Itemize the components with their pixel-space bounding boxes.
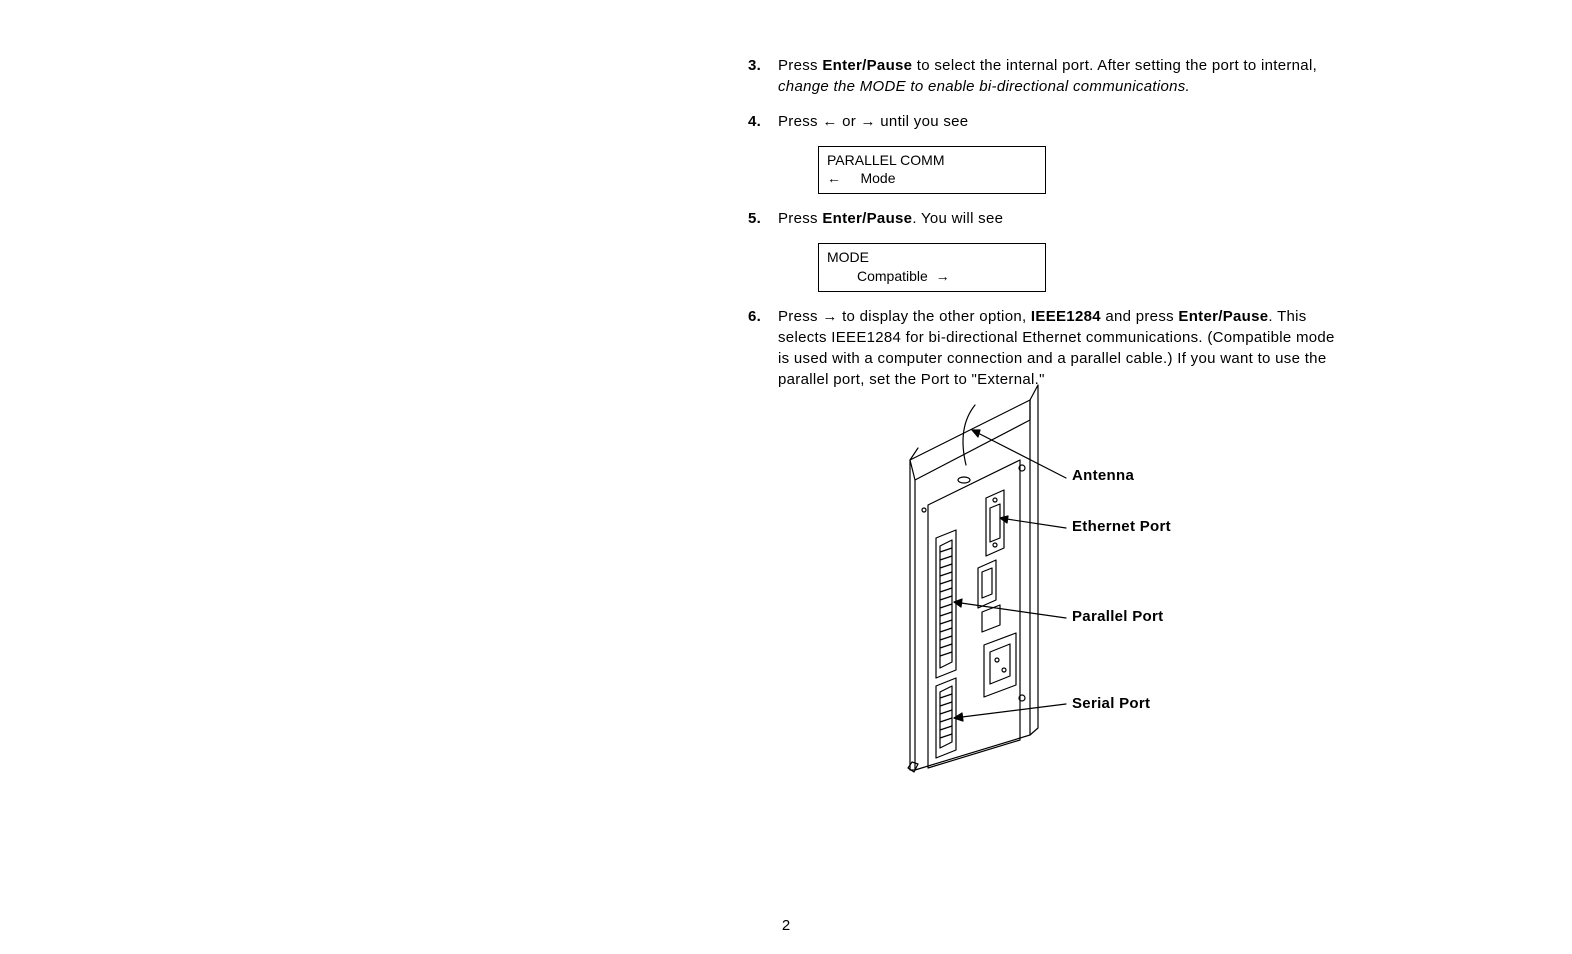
lcd-display-mode: MODE Compatible → [818,243,1046,291]
lcd-display-parallel: PARALLEL COMM ← Mode [818,146,1046,194]
page-number: 2 [0,917,1572,934]
lcd-line2: Compatible → [827,267,1037,285]
lcd-line1: MODE [827,248,1037,266]
step-3-text-prefix: Press [778,57,822,74]
callout-parallel: Parallel Port [1072,608,1163,625]
step-5-suffix: . You will see [912,210,1003,227]
step-6-right-arrow-icon: → [822,308,837,325]
step-5-number: 5. [748,208,778,229]
step-6-t1: Press [778,308,822,325]
step-5-body: Press Enter/Pause. You will see [778,208,1348,229]
callout-ethernet: Ethernet Port [1072,518,1171,535]
left-arrow-icon: ← [822,113,837,130]
step-6-number: 6. [748,306,778,390]
lcd-left-arrow-icon: ← [827,170,841,186]
step-6-t2: to display the other option, [838,308,1031,325]
right-arrow-icon: → [861,113,876,130]
step-3-number: 3. [748,55,778,97]
step-4-number: 4. [748,111,778,132]
step-5: 5. Press Enter/Pause. You will see [748,208,1348,229]
lcd-line2: ← Mode [827,169,1037,187]
step-4-body: Press ← or → until you see [778,111,1348,132]
lcd-line1: PARALLEL COMM [827,151,1037,169]
step-3-body: Press Enter/Pause to select the internal… [778,55,1348,97]
callout-antenna: Antenna [1072,467,1134,484]
step-3-key: Enter/Pause [822,57,912,74]
step-6-key: Enter/Pause [1178,308,1268,325]
step-5-prefix: Press [778,210,822,227]
callout-serial: Serial Port [1072,695,1150,712]
page: 3. Press Enter/Pause to select the inter… [0,0,1572,954]
lcd-mode-text: Mode [860,170,895,186]
device-diagram [900,370,1210,795]
step-3-italic: change the MODE to enable bi-directional… [778,78,1190,95]
step-4-suffix: until you see [876,113,969,130]
step-5-key: Enter/Pause [822,210,912,227]
step-6-t3: and press [1101,308,1179,325]
step-4-or: or [838,113,861,130]
step-3-text-mid: to select the internal port. After setti… [912,57,1317,74]
step-4: 4. Press ← or → until you see [748,111,1348,132]
content-column: 3. Press Enter/Pause to select the inter… [748,55,1348,404]
step-4-prefix: Press [778,113,822,130]
step-6-opt: IEEE1284 [1031,308,1101,325]
lcd-compatible-text: Compatible [857,268,932,284]
lcd-right-arrow-icon: → [936,268,950,284]
step-3: 3. Press Enter/Pause to select the inter… [748,55,1348,97]
